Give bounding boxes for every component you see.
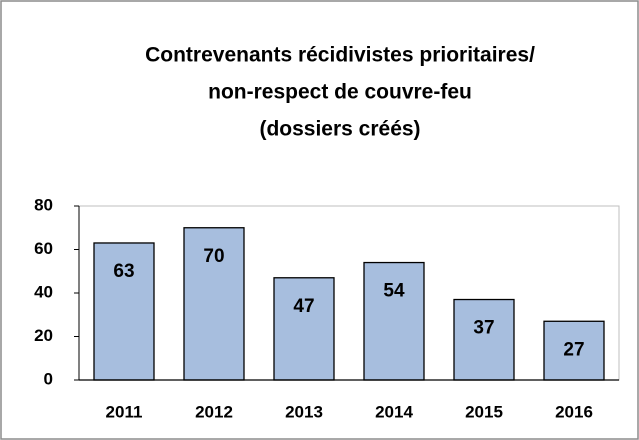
y-tick-label: 20	[34, 326, 53, 345]
data-label: 47	[293, 296, 314, 317]
y-tick-label: 0	[44, 369, 53, 388]
data-label: 70	[203, 246, 224, 267]
y-tick-label: 80	[34, 195, 53, 214]
bar	[273, 277, 335, 381]
chart-title: (dossiers créés)	[259, 118, 420, 141]
chart-title: non-respect de couvre-feu	[208, 81, 472, 104]
x-tick-label: 2015	[465, 402, 503, 421]
x-tick-label: 2012	[195, 402, 233, 421]
data-label: 63	[113, 261, 134, 282]
chart-title: Contrevenants récidivistes prioritaires/	[145, 44, 535, 67]
bar	[93, 242, 155, 381]
data-label: 54	[383, 281, 405, 302]
bar	[453, 298, 515, 381]
bar	[183, 227, 245, 381]
x-tick-label: 2011	[106, 402, 143, 421]
y-tick-label: 60	[34, 239, 53, 258]
y-tick-label: 40	[34, 282, 53, 301]
x-tick-label: 2013	[285, 402, 323, 421]
bar	[543, 320, 605, 381]
data-label: 27	[563, 339, 584, 360]
bar	[363, 261, 425, 381]
x-tick-label: 2014	[375, 402, 413, 421]
data-label: 37	[473, 318, 494, 339]
x-tick-label: 2016	[555, 402, 593, 421]
